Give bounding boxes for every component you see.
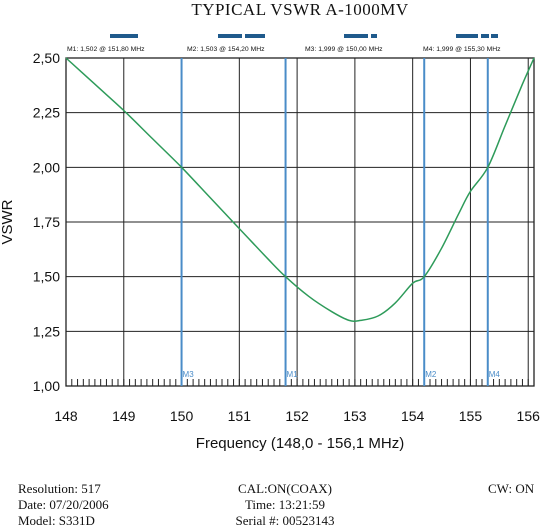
x-tick-label: 151 — [228, 408, 252, 424]
y-tick-label: 1,00 — [33, 378, 60, 394]
marker-header-m3: M3: 1,999 @ 150,00 MHz — [305, 46, 383, 53]
footer-middle: CAL:ON(COAX) Time: 13:21:59 Serial #: 00… — [200, 481, 370, 529]
marker-headers: M1: 1,502 @ 151,80 MHz M2: 1,503 @ 154,20… — [67, 46, 501, 53]
indicator-bar — [456, 34, 478, 38]
vswr-curve — [65, 57, 535, 322]
top-indicator-bars — [110, 34, 498, 38]
grid — [65, 57, 535, 387]
resolution-text: Resolution: 517 — [18, 481, 101, 496]
cw-text: CW: ON — [488, 481, 535, 496]
footer-left: Resolution: 517 Date: 07/20/2006 Model: … — [18, 481, 109, 529]
date-text: Date: 07/20/2006 — [18, 497, 109, 512]
y-tick-label: 2,25 — [33, 105, 60, 121]
x-tick-label: 153 — [343, 408, 367, 424]
marker-header-m2: M2: 1,503 @ 154,20 MHz — [187, 46, 265, 53]
marker-label-m2: M2 — [425, 370, 437, 379]
y-tick-label: 1,25 — [33, 323, 60, 339]
marker-header-m1: M1: 1,502 @ 151,80 MHz — [67, 46, 145, 53]
indicator-bar — [218, 34, 242, 38]
chart-title: TYPICAL VSWR A-1000MV — [191, 0, 409, 19]
y-axis-label: VSWR — [0, 199, 16, 244]
x-axis-label: Frequency (148,0 - 156,1 MHz) — [196, 435, 404, 452]
indicator-bar — [344, 34, 368, 38]
y-tick-label: 1,75 — [33, 214, 60, 230]
indicator-bar — [110, 34, 138, 38]
x-tick-label: 148 — [54, 408, 78, 424]
x-tick-label: 155 — [459, 408, 483, 424]
marker-label-m3: M3 — [183, 370, 195, 379]
cal-text: CAL:ON(COAX) — [238, 481, 332, 496]
vswr-series-line — [65, 57, 535, 322]
y-tick-label: 2,00 — [33, 159, 60, 175]
x-tick-label: 150 — [170, 408, 194, 424]
marker-header-m4: M4: 1,999 @ 155,30 MHz — [423, 46, 501, 53]
footer-right: CW: ON — [488, 481, 534, 497]
marker-label-m1: M1 — [287, 370, 299, 379]
time-text: Time: 13:21:59 — [244, 497, 326, 512]
x-tick-label: 154 — [401, 408, 425, 424]
indicator-bar — [371, 34, 377, 38]
model-text: Model: S331D — [18, 513, 95, 528]
y-tick-label: 2,50 — [33, 50, 60, 66]
y-tick-label: 1,50 — [33, 269, 60, 285]
vswr-chart: M1: 1,502 @ 151,80 MHz M2: 1,503 @ 154,20… — [0, 34, 540, 452]
y-tick-labels: 1,00 1,25 1,50 1,75 2,00 2,25 2,50 — [33, 50, 60, 394]
indicator-bar — [491, 34, 498, 38]
x-tick-label: 149 — [112, 408, 136, 424]
x-tick-label: 156 — [517, 408, 541, 424]
marker-lines: M3 M1 M2 M4 — [180, 58, 501, 386]
indicator-bar — [245, 34, 265, 38]
serial-text: Serial #: 00523143 — [235, 513, 335, 528]
indicator-bar — [481, 34, 489, 38]
x-tick-labels: 148 149 150 151 152 153 154 155 156 — [54, 408, 540, 424]
marker-label-m4: M4 — [489, 370, 501, 379]
x-tick-label: 152 — [285, 408, 309, 424]
minor-ticks — [65, 379, 535, 386]
